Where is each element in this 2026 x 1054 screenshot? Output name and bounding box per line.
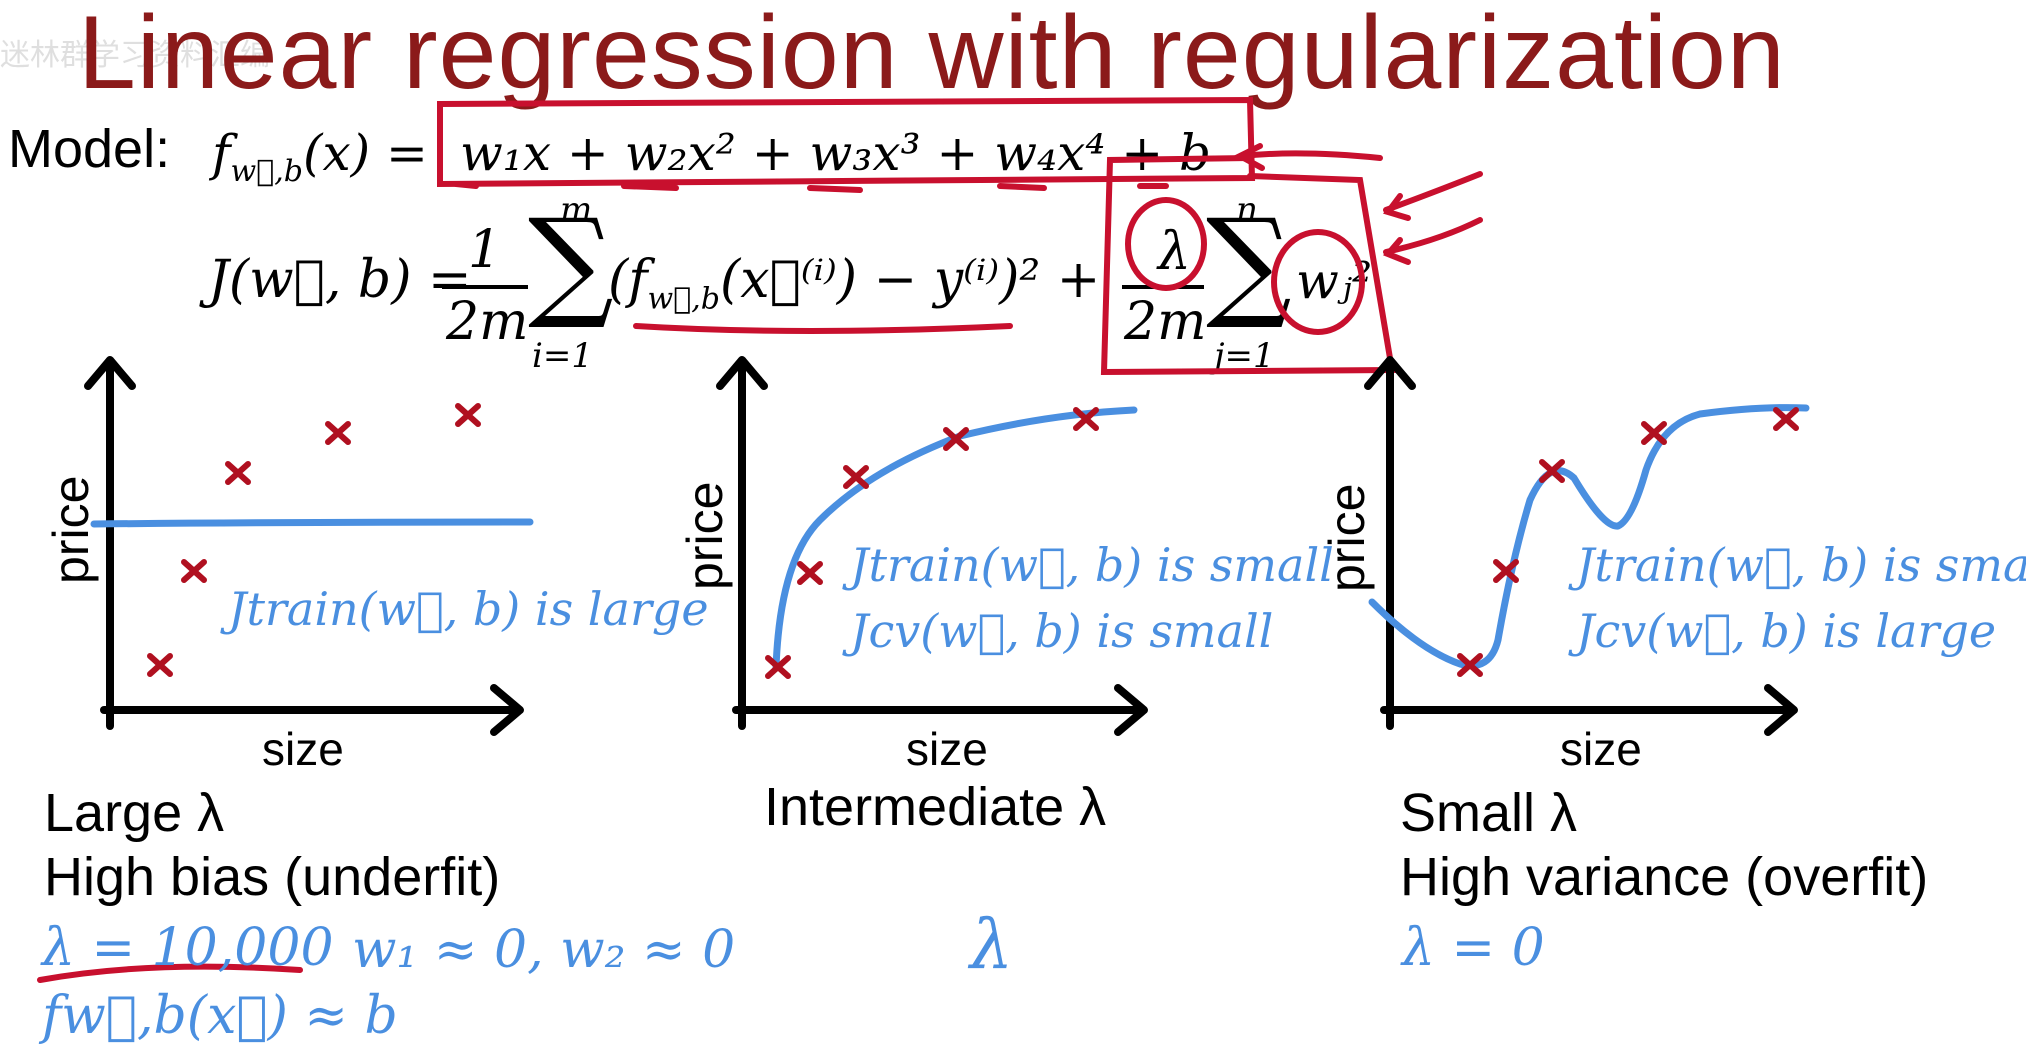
data-point xyxy=(1457,653,1483,677)
data-point xyxy=(1641,421,1667,445)
cost-sum1-symbol: ∑ xyxy=(528,194,614,333)
panel1-f-approx-b: fw⃗,b(x⃗) ≈ b xyxy=(42,986,398,1046)
underline-squared-error xyxy=(633,323,1013,334)
panel1-axes xyxy=(84,356,524,736)
cost-term-rest: (x⃗⁽ⁱ⁾) − y⁽ⁱ⁾)² + xyxy=(719,250,1101,310)
panel3-lambda-value: λ = 0 xyxy=(1402,918,1545,978)
underline-w4 xyxy=(997,183,1047,191)
slide-title: Linear regression with regularization xyxy=(78,0,1786,111)
data-point xyxy=(181,559,207,583)
panel2-note-jcv: Jcv(w⃗, b) is small xyxy=(850,604,1274,658)
model-label: Model: xyxy=(8,119,171,179)
data-point xyxy=(1493,559,1519,583)
cost-sum1-bottom: i=1 xyxy=(532,336,593,376)
data-point xyxy=(1773,407,1799,431)
underline-w1 xyxy=(453,181,479,189)
regularization-highlight-box xyxy=(1100,155,1396,376)
lambda-circle xyxy=(1125,197,1207,291)
panel3-points xyxy=(1457,407,1799,677)
panel1-xlabel: size xyxy=(262,723,344,775)
panel2-xlabel: size xyxy=(906,723,988,775)
data-point xyxy=(1073,407,1099,431)
data-point xyxy=(843,465,869,489)
cost-lhs: J(w⃗, b) = xyxy=(208,250,472,310)
panel3-caption-line2: High variance (overfit) xyxy=(1400,847,1929,907)
data-point xyxy=(147,653,173,677)
panel2-points xyxy=(765,407,1099,679)
panel1-points xyxy=(147,403,481,677)
wj-circle xyxy=(1271,229,1365,335)
panel2-note-jtrain: Jtrain(w⃗, b) is small xyxy=(850,538,1334,592)
watermark: 迷林群学习资料汇编 xyxy=(0,39,270,72)
panel1-lambda-value: λ = 10,000 xyxy=(42,918,334,978)
cost-sum2-top: n xyxy=(1236,190,1258,230)
model-f-symbol: f xyxy=(212,124,231,182)
panel2-axes xyxy=(716,356,1148,736)
panel3-axes xyxy=(1364,356,1798,736)
data-point xyxy=(1539,459,1565,483)
cost-term-open: (f xyxy=(608,250,648,310)
cost-frac2-num: λ xyxy=(1158,222,1191,282)
red-annotations xyxy=(37,96,1483,983)
cost-frac1-den: 2m xyxy=(446,292,529,352)
cost-sum1-top: m xyxy=(560,190,593,230)
arrow-2-head xyxy=(1382,237,1411,265)
model-arrow-head xyxy=(1233,143,1265,171)
data-point xyxy=(765,655,791,679)
panel3-note-jtrain: Jtrain(w⃗, b) is small xyxy=(1576,538,2026,592)
arrow-2 xyxy=(1383,217,1483,255)
underline-lambda-10000 xyxy=(37,963,303,983)
data-point xyxy=(943,427,969,451)
data-point xyxy=(455,403,481,427)
panel3-note-jcv: Jcv(w⃗, b) is large xyxy=(1576,604,1997,658)
panel3-caption-line1: Small λ xyxy=(1400,783,1578,843)
model-function: fw⃗,b(x) = xyxy=(212,124,428,189)
model-polynomial: w₁x + w₂x² + w₃x³ + w₄x⁴ + b xyxy=(460,124,1212,182)
data-point xyxy=(797,561,823,585)
underline-w3 xyxy=(807,185,863,193)
arrow-1 xyxy=(1383,171,1483,213)
panel1-note-jtrain: Jtrain(w⃗, b) is large xyxy=(228,582,709,636)
panel1-ylabel: price xyxy=(43,475,99,584)
data-point xyxy=(325,421,351,445)
cost-frac1-num: 1 xyxy=(468,220,502,280)
data-point xyxy=(225,461,251,485)
model-f-subscript: w⃗,b xyxy=(230,154,303,189)
cost-squared-error-term: (fw⃗,b(x⃗⁽ⁱ⁾) − y⁽ⁱ⁾)² + xyxy=(608,250,1100,316)
cost-term-subscript: w⃗,b xyxy=(647,281,720,317)
panel1-caption-line1: Large λ xyxy=(44,783,225,843)
panel2-lambda: λ xyxy=(970,906,1014,985)
underline-w2 xyxy=(621,183,679,191)
cost-frac2-den: 2m xyxy=(1124,292,1207,352)
panel2-fit-curve xyxy=(772,406,1138,672)
panel2-ylabel: price xyxy=(677,481,733,590)
model-arrow-line xyxy=(1239,150,1383,161)
model-f-arg: (x) = xyxy=(302,124,428,182)
panel1-weights-approx: w₁ ≈ 0, w₂ ≈ 0 xyxy=(352,920,736,980)
arrow-1-head xyxy=(1383,193,1411,221)
panel2-caption-line1: Intermediate λ xyxy=(764,777,1107,837)
model-highlight-box xyxy=(437,96,1256,188)
panel3-xlabel: size xyxy=(1560,723,1642,775)
panel1-caption-line2: High bias (underfit) xyxy=(44,847,501,907)
panel1-fit-curve xyxy=(90,518,534,528)
